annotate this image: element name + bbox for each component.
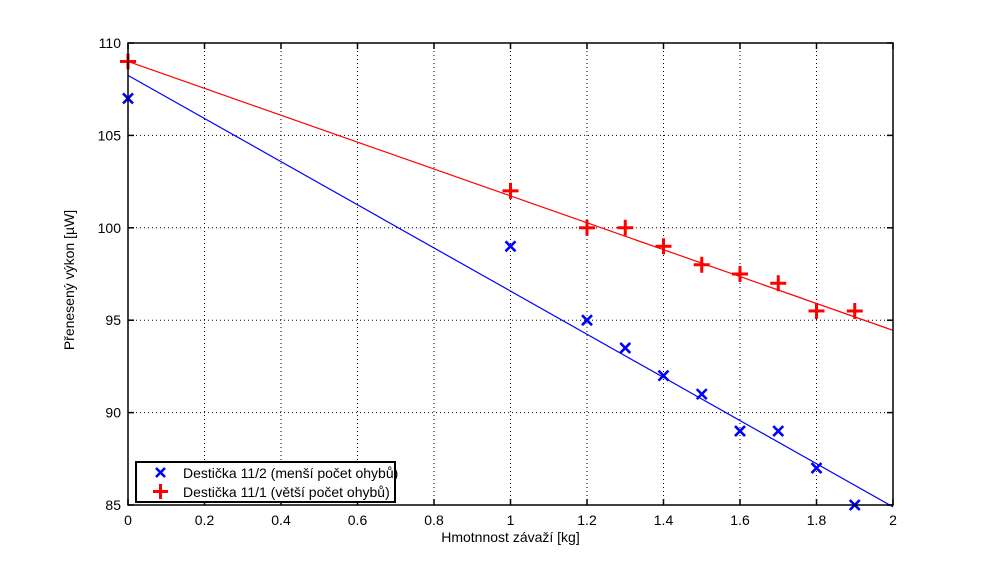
data-point-series1 — [810, 462, 823, 474]
y-tick-label: 85 — [105, 497, 121, 513]
x-tick-label: 0.2 — [195, 512, 215, 528]
x-tick-label: 2 — [889, 512, 897, 528]
legend-label-series2: Destička 11/1 (větší počet ohybů) — [183, 483, 390, 500]
data-point-series1 — [734, 425, 746, 437]
y-tick-label: 100 — [98, 220, 122, 236]
x-marker-icon — [137, 466, 183, 479]
data-point-series1 — [619, 342, 632, 354]
data-point-series2 — [770, 275, 787, 292]
x-tick-label: 1 — [507, 512, 515, 528]
x-axis-label: Hmotnnost závaží [kg] — [441, 529, 580, 545]
data-point-series2 — [502, 182, 519, 199]
data-point-series2 — [617, 219, 634, 236]
x-tick-label: 0.4 — [271, 512, 291, 528]
data-point-series2 — [808, 302, 825, 319]
data-point-series1 — [772, 425, 785, 437]
data-point-series1 — [581, 314, 593, 327]
x-tick-label: 1.8 — [807, 512, 827, 528]
x-tick-label: 1.4 — [654, 512, 674, 528]
plus-marker-icon — [137, 483, 183, 500]
legend-item-series1: Destička 11/2 (menší počet ohybů) — [137, 463, 398, 482]
x-tick-label: 1.6 — [730, 512, 750, 528]
legend-label-series1: Destička 11/2 (menší počet ohybů) — [183, 464, 399, 481]
y-tick-label: 105 — [98, 127, 122, 143]
x-tick-label: 0.8 — [424, 512, 444, 528]
y-tick-label: 110 — [99, 35, 122, 51]
data-point-series2 — [655, 238, 672, 255]
x-tick-label: 0.6 — [348, 512, 368, 528]
y-tick-label: 90 — [105, 405, 121, 421]
x-tick-label: 1.2 — [577, 512, 597, 528]
data-point-series2 — [579, 219, 595, 236]
y-axis-label: Přenesený výkon [µW] — [61, 209, 77, 351]
data-point-series2 — [693, 256, 710, 273]
fit-line-series1 — [127, 74, 894, 508]
data-point-series2 — [732, 266, 748, 282]
data-point-series1 — [695, 388, 708, 401]
data-point-series1 — [504, 240, 517, 253]
x-tick-label: 0 — [124, 512, 132, 528]
legend-item-series2: Destička 11/1 (větší počet ohybů) — [137, 482, 394, 501]
legend: Destička 11/2 (menší počet ohybů) Destič… — [135, 461, 398, 503]
data-point-series1 — [657, 369, 670, 382]
y-tick-label: 95 — [105, 312, 121, 328]
data-point-series2 — [846, 302, 863, 319]
